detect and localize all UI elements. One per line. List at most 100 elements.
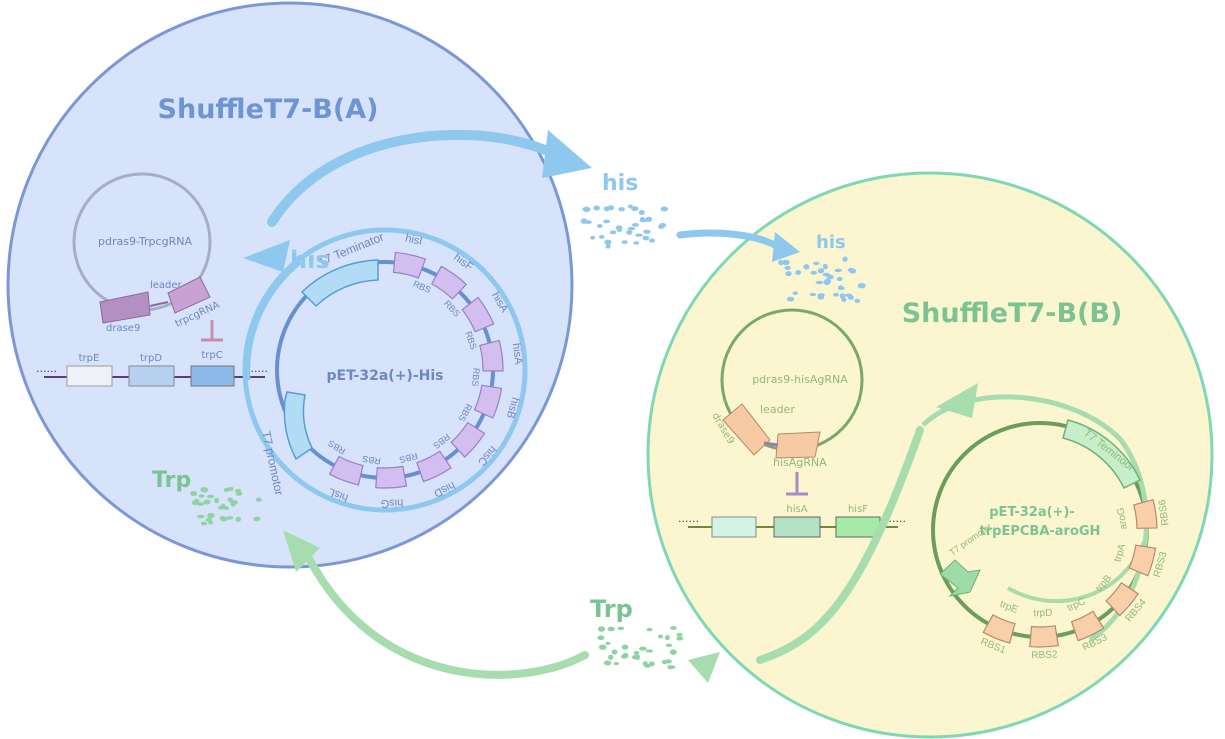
dotsHisB-dot xyxy=(810,270,818,275)
dotsHisB-dot xyxy=(784,265,791,270)
dotsHisMid-dot xyxy=(635,233,643,237)
dotsTrpA-dot xyxy=(223,487,230,493)
dotsTrpA-dot xyxy=(235,491,243,496)
cell-a-operon-dots-left: ...... xyxy=(36,362,57,375)
dotsHisB-dot xyxy=(782,259,790,266)
dotsTrpMid-dot xyxy=(611,649,618,655)
cell-a-operon-dots-right: ...... xyxy=(247,362,268,375)
cell-a-leader-link xyxy=(149,301,169,307)
cell-b-title: ShuffleT7-B(B) xyxy=(902,298,1123,329)
cell-b-arc-arrowhead xyxy=(936,383,978,418)
cell-a-drase9-block xyxy=(99,291,151,324)
dotsTrpA-dot xyxy=(220,517,228,522)
dotsTrpA-dot xyxy=(196,514,205,519)
cell-a-inner-arc xyxy=(245,260,302,381)
dotsTrpA-dot xyxy=(190,491,198,496)
dotsHisB-dot xyxy=(857,282,866,289)
dotsHisMid-dot xyxy=(615,225,623,231)
cell-b-rbs-label-0: RBS6 xyxy=(1157,498,1172,526)
dotsTrpMid-dot xyxy=(597,635,605,641)
dotsHisMid-dot xyxy=(597,224,603,229)
dotsHisMid-dot xyxy=(618,207,625,212)
dotsTrpA-dot xyxy=(235,516,241,522)
gene-box-b-1 xyxy=(711,516,757,538)
dotsTrpMid-dot xyxy=(676,632,683,637)
trp-import-arrowhead xyxy=(283,530,320,572)
cell-a-rbs-label-7: RBS xyxy=(362,454,382,467)
dotsHisB-dot xyxy=(795,269,802,275)
cell-b-crispr-plasmid-name: pdras9-hisAgRNA xyxy=(752,373,848,386)
dotsTrpMid-dot xyxy=(676,636,684,641)
dotsTrpMid-dot xyxy=(621,644,629,650)
dotsHisMid-dot xyxy=(605,243,611,249)
cell-a-outer-transport-ring xyxy=(242,227,528,513)
dotsTrpA-dot xyxy=(206,494,215,499)
cell-a-gene-block-7 xyxy=(375,465,408,489)
cell-b-leader-label: leader xyxy=(760,403,795,416)
dotsTrpA-dot xyxy=(225,516,234,520)
cell-b-gene-label-1: trpA xyxy=(1112,542,1128,563)
dotsHisB-dot xyxy=(778,259,784,266)
dotsTrpMid-dot xyxy=(670,626,677,630)
dotsHisB-dot xyxy=(841,297,847,303)
dotsHisMid-dot xyxy=(602,219,611,224)
gene-label-trpE: trpE xyxy=(79,353,100,364)
dotsTrpMid-dot xyxy=(661,660,667,665)
cell-a-gene-block-1 xyxy=(430,265,468,300)
dotsTrpMid-dot xyxy=(617,626,625,631)
dotsHisB-dot xyxy=(815,280,824,285)
dotsHisMid-dot xyxy=(633,241,640,245)
cell-a-gene-block-2 xyxy=(461,296,495,333)
dotsTrpMid-dot xyxy=(643,663,652,668)
gene-label-hisA: hisA xyxy=(786,504,807,515)
dotsHisMid-dot xyxy=(639,216,646,222)
cell-b-outer-arc xyxy=(921,394,1149,643)
dotsHisB-dot xyxy=(847,295,854,300)
dotsTrpMid-dot xyxy=(667,665,673,670)
dotsTrpMid-dot xyxy=(603,660,612,666)
cell-a-trp-label: Trp xyxy=(152,468,191,493)
cell-a-promoter-block xyxy=(283,391,313,461)
cell-a-gene-label-4: hisB xyxy=(504,396,522,420)
cell-a-gene-block-5 xyxy=(450,421,486,458)
dotsHisMid-dot xyxy=(603,206,610,212)
dotsHisB-dot xyxy=(792,291,799,295)
dotsTrpMid-dot xyxy=(607,626,615,632)
dotsTrpA-dot xyxy=(253,516,261,522)
dotsHisB-dot xyxy=(817,268,825,274)
cell-a-rbs-label-3: RBS xyxy=(470,368,481,387)
dotsHisB-dot xyxy=(785,271,792,277)
trp-import-arc xyxy=(306,556,589,679)
dotsHisB-dot xyxy=(834,268,843,273)
his-export-arc xyxy=(267,129,550,227)
dotsTrpMid-dot xyxy=(613,661,619,666)
his-export-arrowhead xyxy=(542,130,592,178)
exchange-his-label: his xyxy=(602,171,638,196)
cell-a-his-product-label: his xyxy=(290,246,330,274)
cell-a xyxy=(6,1,574,569)
dotsTrpA-dot xyxy=(214,497,220,504)
cell-a-gene-label-0: hisI xyxy=(404,232,423,247)
dotsHisMid-dot xyxy=(631,206,639,211)
dotsHisMid-dot xyxy=(609,230,617,235)
dotsHisB-dot xyxy=(809,292,817,297)
cell-a-plasmid-name: pET-32a(+)-His xyxy=(326,368,443,384)
gene-label-trpD: trpD xyxy=(140,353,162,364)
dotsHisMid-dot xyxy=(621,240,628,244)
dotsHisMid-dot xyxy=(626,229,633,235)
cell-b-gene-block-5 xyxy=(982,614,1016,644)
cell-a-gene-label-3: hisA xyxy=(510,342,525,365)
dotsHisMid-dot xyxy=(659,222,667,228)
cell-b-grna-block xyxy=(775,431,821,459)
cell-b-his-label: his xyxy=(816,232,846,253)
dotsHisMid-dot xyxy=(580,218,588,224)
cell-b-gene-label-4: trpD xyxy=(1033,608,1052,620)
his-import-arrowhead xyxy=(772,232,800,262)
gene-box-trpE xyxy=(66,365,113,387)
dotsHisB-dot xyxy=(833,292,839,297)
cell-b-grna-label: hisAgRNA xyxy=(773,456,827,469)
cell-b-operon-dots-left: ...... xyxy=(678,512,699,525)
